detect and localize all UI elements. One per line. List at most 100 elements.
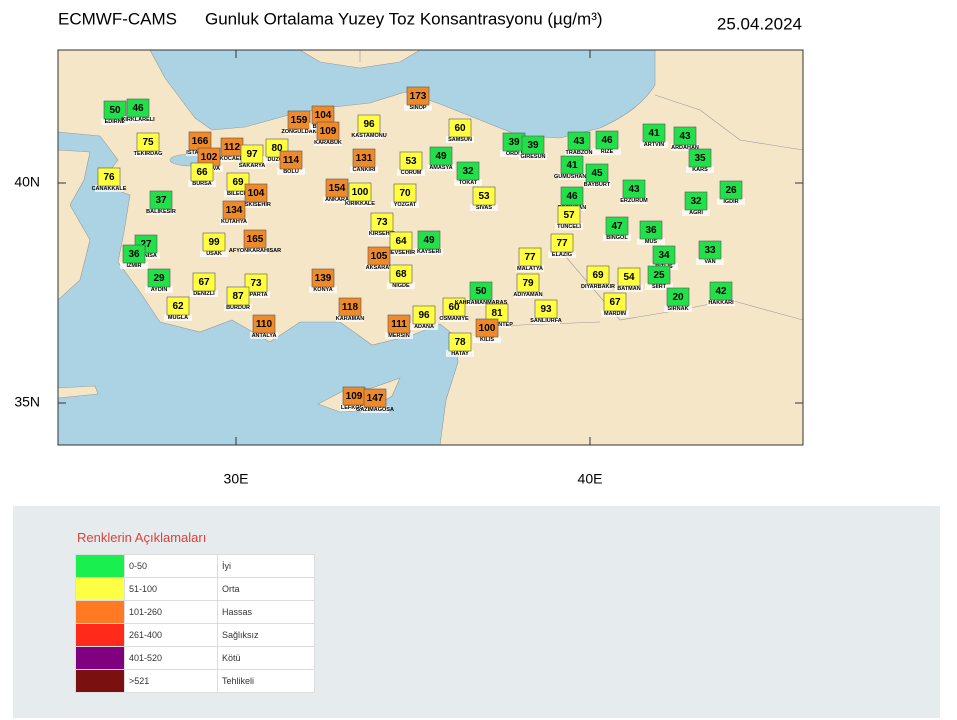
station-value: 77 bbox=[556, 238, 568, 249]
station: SAKARYA 97 bbox=[238, 144, 266, 169]
station-label-bg bbox=[682, 209, 710, 216]
station: KARABUK 109 bbox=[314, 121, 342, 146]
station-box bbox=[243, 229, 267, 249]
station-label-bg bbox=[285, 128, 313, 135]
station-value: 70 bbox=[399, 188, 411, 199]
station-label-bg bbox=[615, 285, 643, 292]
station-name: EDIRNE bbox=[105, 119, 126, 125]
station: SIIRT 25 bbox=[645, 265, 673, 290]
station-value: 100 bbox=[479, 323, 496, 334]
station-box bbox=[240, 144, 264, 164]
station: SAMSUN 60 bbox=[446, 118, 474, 143]
station-name: VAN bbox=[704, 259, 715, 265]
station-name: IZMIR bbox=[127, 263, 142, 269]
station-label-bg bbox=[664, 305, 692, 312]
station-label-bg bbox=[584, 283, 612, 290]
station-value: 53 bbox=[405, 156, 417, 167]
map-frame bbox=[57, 49, 804, 446]
station: MARDIN 67 bbox=[601, 292, 629, 317]
station-value: 53 bbox=[478, 191, 490, 202]
station-box bbox=[684, 191, 708, 211]
station-name: ARDAHAN bbox=[671, 145, 699, 151]
station-label-bg bbox=[145, 286, 173, 293]
station-name: ORDU bbox=[506, 151, 522, 157]
station-box bbox=[448, 332, 472, 352]
station-label-bg bbox=[134, 150, 162, 157]
station-value: 102 bbox=[201, 152, 218, 163]
station-label-bg bbox=[224, 304, 252, 311]
station-value: 36 bbox=[645, 225, 657, 236]
station: KIRSEHIR 73 bbox=[368, 212, 396, 237]
station-label-bg bbox=[516, 265, 544, 272]
station: KOCAELI 112 bbox=[218, 137, 246, 162]
station: AGRI 32 bbox=[682, 191, 710, 216]
station-name: AGRI bbox=[689, 210, 703, 216]
station: KARS 35 bbox=[686, 148, 714, 173]
station-box bbox=[521, 135, 545, 155]
station-label-bg bbox=[391, 201, 419, 208]
station: ANKARA 154 bbox=[323, 178, 351, 203]
station-value: 109 bbox=[346, 391, 363, 402]
station-box bbox=[126, 98, 150, 118]
station-name: SIIRT bbox=[652, 284, 667, 290]
station-value: 110 bbox=[256, 319, 273, 330]
legend-range: 261-400 bbox=[124, 623, 218, 647]
station-label-bg bbox=[224, 190, 252, 197]
station-name: MUGLA bbox=[168, 315, 188, 321]
station: CANKIRI 131 bbox=[350, 148, 378, 173]
station-box bbox=[417, 230, 441, 250]
source: ECMWF-CAMS bbox=[58, 9, 177, 28]
station-box bbox=[136, 132, 160, 152]
station: KIRKLARELI 46 bbox=[121, 98, 155, 123]
station-label-bg bbox=[397, 169, 425, 176]
x-tick-label: 30E bbox=[224, 471, 249, 487]
station-box bbox=[370, 212, 394, 232]
station-box bbox=[518, 247, 542, 267]
station: GUMUSHANE 41 bbox=[554, 155, 590, 180]
station: CANAKKALE 76 bbox=[92, 167, 127, 192]
station-box bbox=[557, 205, 581, 225]
legend-swatch bbox=[75, 646, 125, 670]
legend-row: 401-520 Kötü bbox=[75, 646, 315, 670]
legend-label: Tehlikeli bbox=[217, 669, 315, 693]
station-box bbox=[550, 233, 574, 253]
station: ANTALYA 110 bbox=[250, 314, 278, 339]
station-value: 75 bbox=[142, 137, 154, 148]
station-value: 49 bbox=[423, 235, 435, 246]
station-box bbox=[639, 220, 663, 240]
station-name: ESKISEHIR bbox=[241, 202, 271, 208]
station-value: 41 bbox=[566, 160, 578, 171]
station-value: 80 bbox=[271, 143, 283, 154]
station-label-bg bbox=[314, 139, 342, 146]
station: TOKAT 32 bbox=[454, 161, 482, 186]
station-value: 96 bbox=[363, 119, 375, 130]
date: 25.04.2024 bbox=[717, 14, 802, 33]
station-box bbox=[192, 272, 216, 292]
station-label-bg bbox=[385, 332, 413, 339]
station: AKSARAY 105 bbox=[365, 246, 393, 271]
station: IZMIR 36 bbox=[120, 244, 148, 269]
station-value: 100 bbox=[352, 187, 369, 198]
legend-label: Orta bbox=[217, 577, 315, 601]
station: EDIRNE 50 bbox=[101, 100, 129, 125]
station-label-bg bbox=[514, 291, 542, 298]
station-name: ANKARA bbox=[325, 197, 349, 203]
station-name: KARAMAN bbox=[336, 316, 364, 322]
legend-range: 0-50 bbox=[124, 554, 218, 578]
station: ORDU 39 bbox=[500, 132, 528, 157]
station-label-bg bbox=[190, 290, 218, 297]
x-tick-label: 40E bbox=[578, 471, 603, 487]
station-value: 109 bbox=[320, 126, 337, 137]
map-figure: ECMWF-CAMS Gunluk Ortalama Yuzey Toz Kon… bbox=[14, 9, 804, 487]
map-title: Gunluk Ortalama Yuzey Toz Konsantrasyonu… bbox=[205, 9, 603, 28]
station-value: 114 bbox=[283, 155, 300, 166]
station-label-bg bbox=[410, 323, 438, 330]
station-label-bg bbox=[220, 218, 248, 225]
legend-row: 261-400 Sağlıksız bbox=[75, 623, 315, 647]
station-value: 41 bbox=[648, 128, 660, 139]
station-label-bg bbox=[323, 196, 351, 203]
station-box bbox=[516, 273, 540, 293]
station-name: CANKIRI bbox=[353, 167, 376, 173]
station-value: 54 bbox=[623, 272, 635, 283]
station-box bbox=[122, 244, 146, 264]
